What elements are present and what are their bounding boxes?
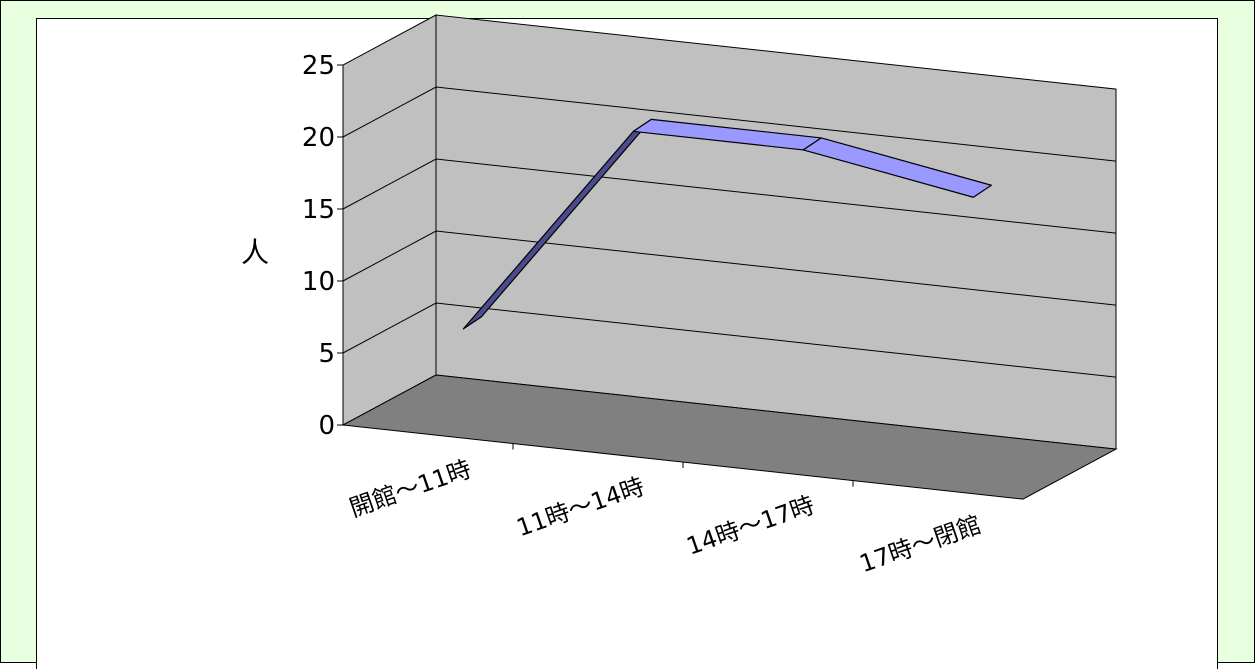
x-tick-label: 開館～11時 — [346, 455, 475, 523]
chart-gridlines — [342, 86, 1117, 378]
y-axis-ticks: 0 5 10 15 20 25 — [302, 51, 343, 441]
y-axis-label: 人 — [241, 236, 269, 269]
y-tick-label: 25 — [302, 51, 335, 81]
series-ribbon — [462, 118, 992, 330]
ribbon-segment — [802, 137, 992, 198]
y-tick-label: 15 — [302, 195, 335, 225]
gridline — [342, 230, 1117, 306]
chart-walls — [341, 14, 1118, 500]
x-tick-label: 11時～14時 — [513, 472, 648, 542]
back-wall — [435, 14, 1117, 450]
gridline — [342, 158, 1117, 234]
gridline — [342, 86, 1117, 162]
gridline — [342, 302, 1117, 378]
y-tick-label: 5 — [318, 339, 335, 369]
y-tick-label: 0 — [318, 411, 335, 441]
y-tick-label: 10 — [302, 267, 335, 297]
side-wall — [342, 14, 437, 426]
x-tick-label: 17時～閉館 — [856, 510, 985, 578]
x-tick-label: 14時～17時 — [683, 491, 818, 561]
floor — [341, 374, 1118, 500]
y-tick-label: 20 — [302, 123, 335, 153]
